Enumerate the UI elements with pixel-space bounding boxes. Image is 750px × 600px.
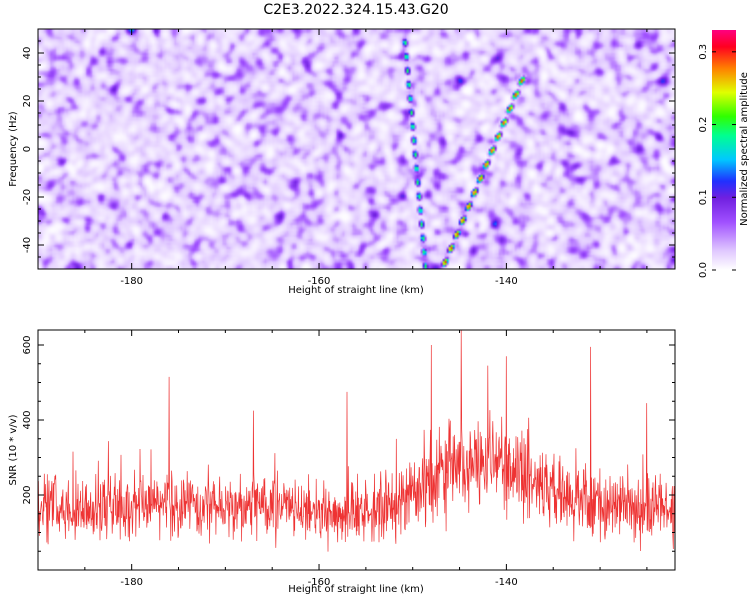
y-tick-label: 400 bbox=[22, 410, 33, 429]
colorbar-tick-label: 0.2 bbox=[698, 117, 709, 133]
colorbar: 0.0 0.1 0.2 0.3 Normalized spectral amplitu… bbox=[698, 30, 750, 278]
y-tick-label: -40 bbox=[22, 237, 33, 253]
colorbar-axis: 0.0 0.1 0.2 0.3 bbox=[698, 44, 736, 278]
y-tick-label: 600 bbox=[22, 335, 33, 354]
spectrogram-panel: -180 -160 -140 -40 -20 0 20 40 Height of straig… bbox=[8, 28, 676, 296]
snr-series-line bbox=[38, 330, 675, 552]
x-tick-label: -160 bbox=[308, 577, 331, 588]
spectrogram-heatmap bbox=[38, 29, 675, 269]
x-tick-label: -180 bbox=[120, 577, 143, 588]
y-tick-label: 40 bbox=[22, 47, 33, 60]
spectrogram-axes: -180 -160 -140 -40 -20 0 20 40 bbox=[22, 28, 675, 287]
snr-plot-area bbox=[38, 330, 675, 552]
spectrogram-ylabel: Frequency (Hz) bbox=[8, 111, 19, 187]
x-tick-label: -180 bbox=[120, 276, 143, 287]
figure-title: C2E3.2022.324.15.43.G20 bbox=[263, 2, 448, 18]
snr-frame bbox=[37, 329, 676, 571]
y-tick-label: 0 bbox=[22, 146, 33, 152]
spectrogram-xlabel: Height of straight line (km) bbox=[288, 285, 424, 296]
colorbar-gradient bbox=[712, 30, 736, 270]
x-tick-label: -140 bbox=[495, 577, 518, 588]
colorbar-tick-label: 0.3 bbox=[698, 44, 709, 60]
snr-ylabel: SNR (10 * v/v) bbox=[8, 414, 19, 485]
y-tick-label: -20 bbox=[22, 189, 33, 205]
y-tick-label: 200 bbox=[22, 485, 33, 504]
colorbar-tick-label: 0.0 bbox=[698, 262, 709, 278]
snr-panel: -180 -160 -140 200 400 600 Height of straight… bbox=[8, 329, 676, 595]
y-tick-label: 20 bbox=[22, 95, 33, 108]
snr-axes: -180 -160 -140 200 400 600 bbox=[22, 330, 675, 588]
x-tick-label: -140 bbox=[495, 276, 518, 287]
snr-xlabel: Height of straight line (km) bbox=[288, 584, 424, 595]
colorbar-tick-label: 0.1 bbox=[698, 189, 709, 205]
spectrogram-frame bbox=[37, 28, 676, 270]
x-tick-label: -160 bbox=[308, 276, 331, 287]
colorbar-label: Normalized spectral amplitude bbox=[739, 72, 750, 226]
